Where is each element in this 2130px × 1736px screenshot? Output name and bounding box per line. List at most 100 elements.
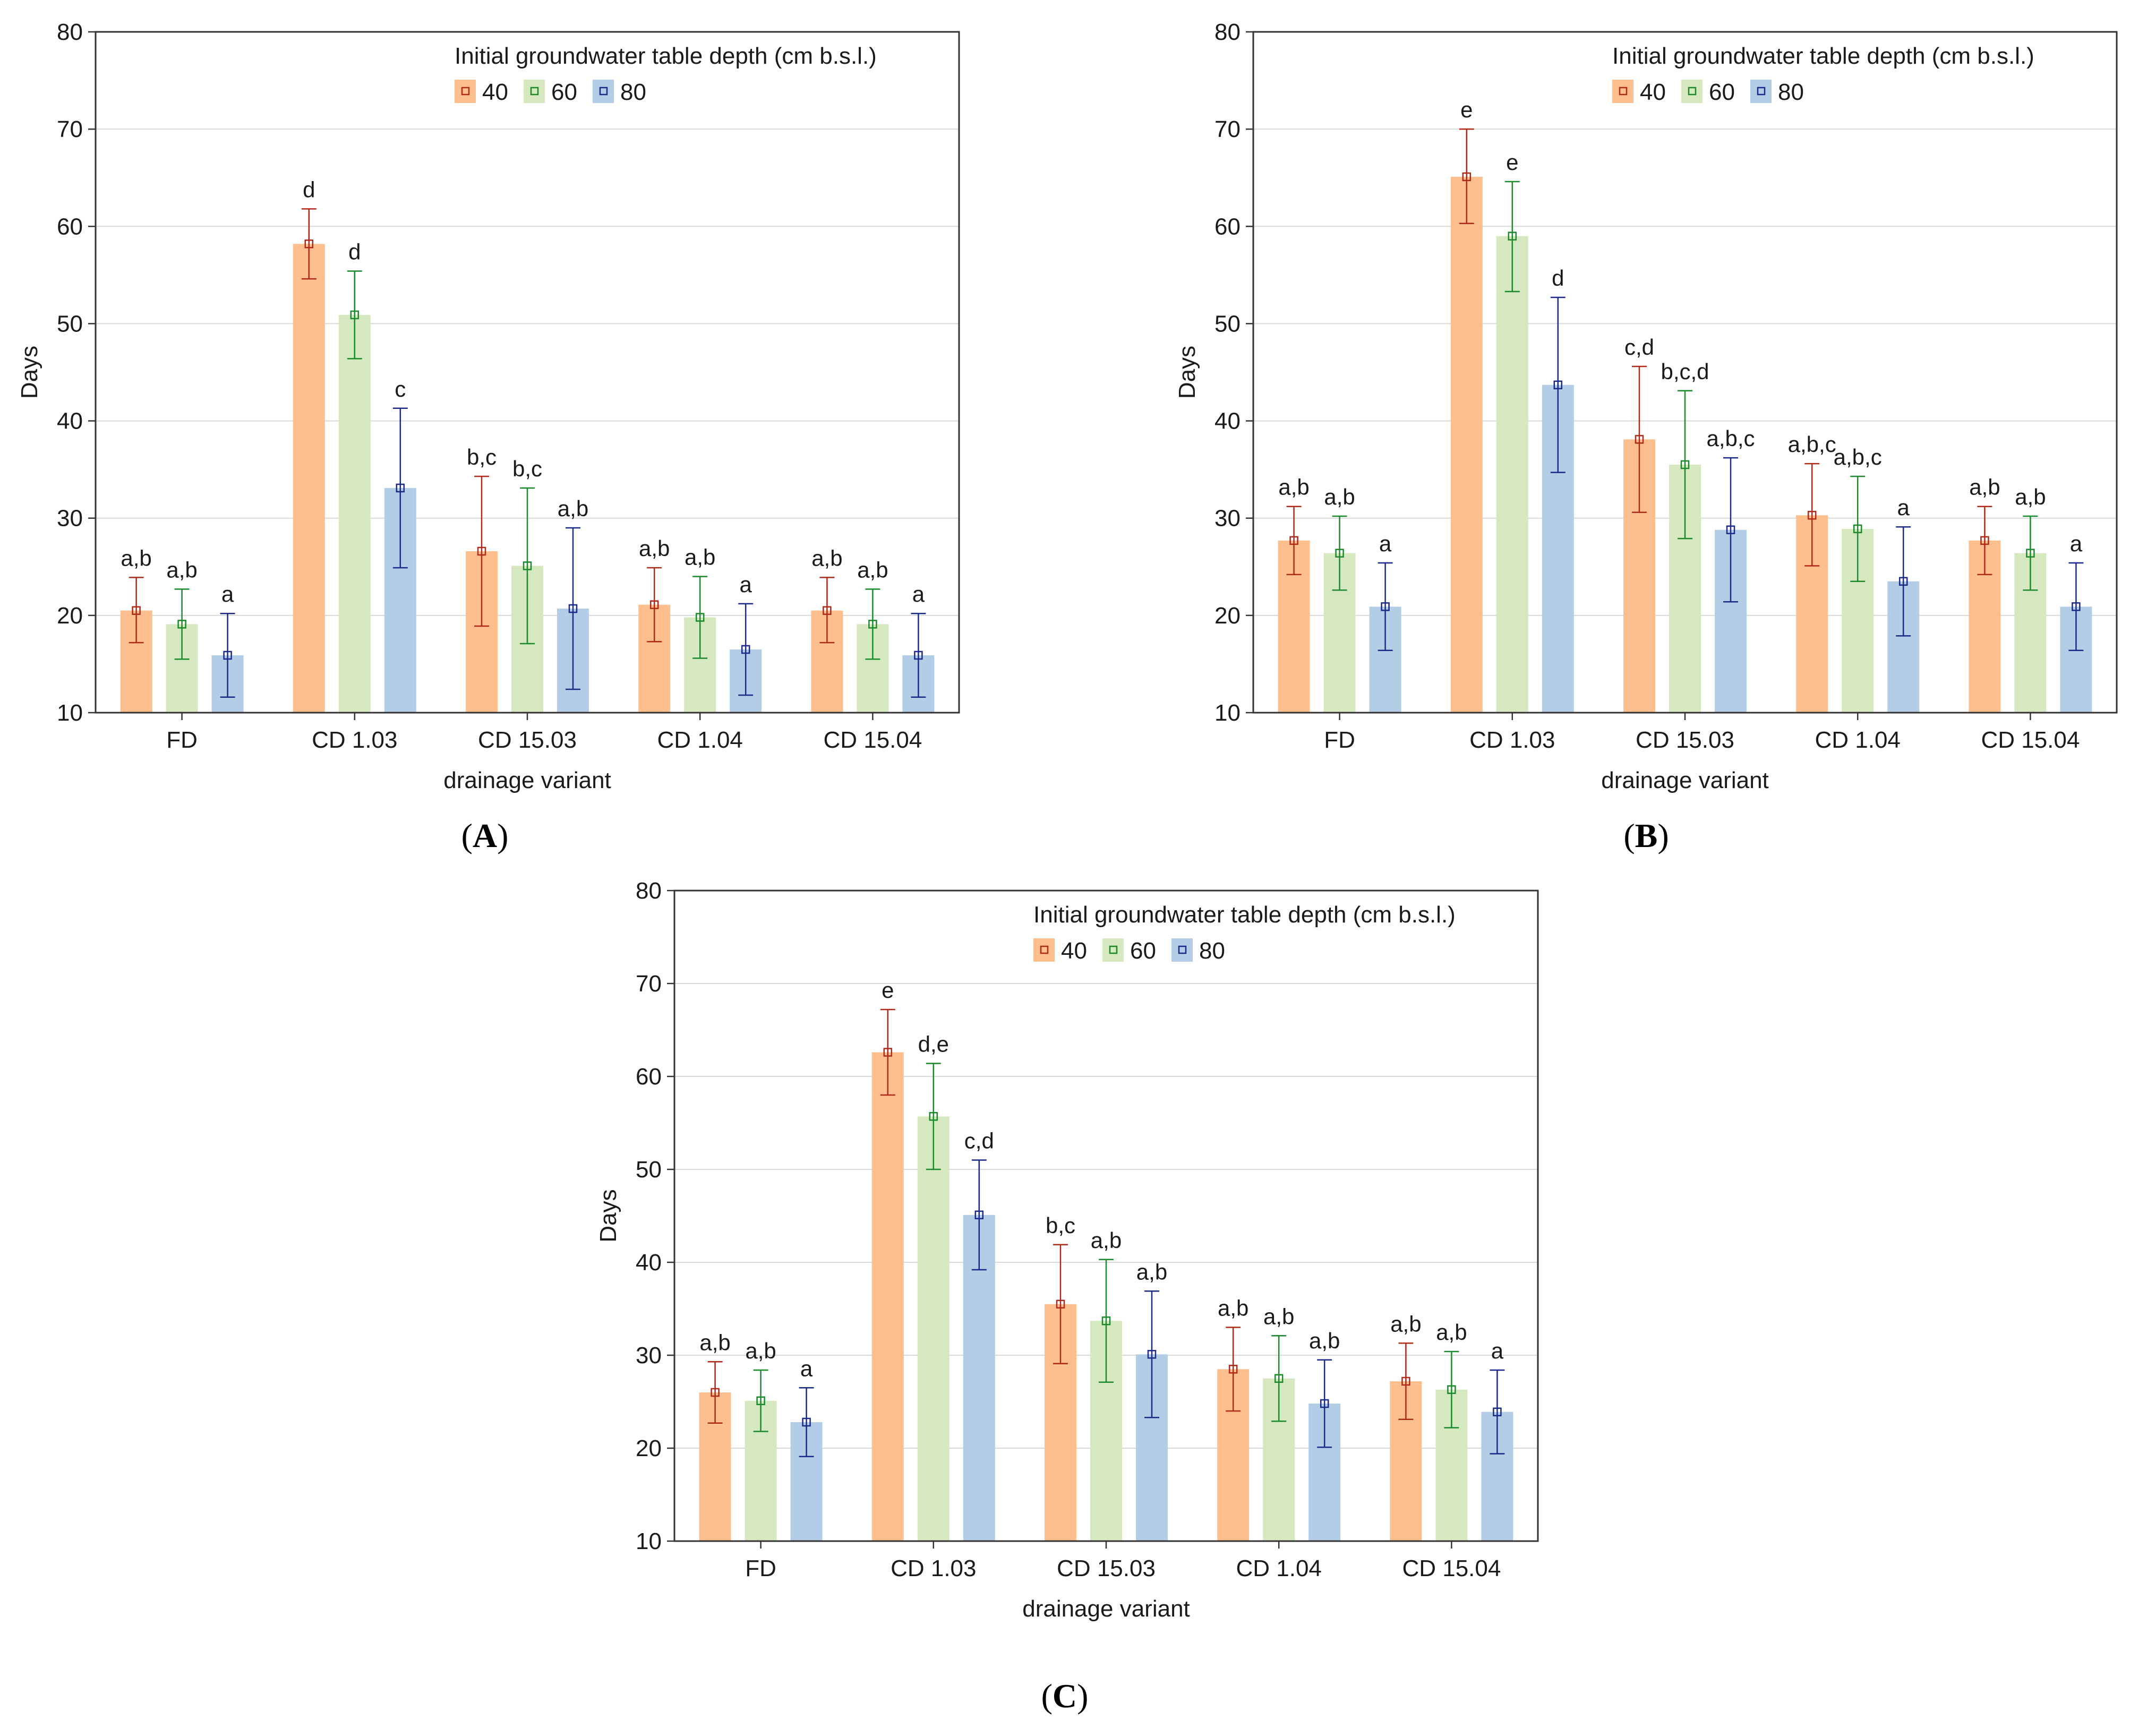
panel-label-open: ( (1623, 817, 1635, 854)
y-tick-label: 70 (1214, 116, 1241, 142)
significance-label: a,b (1309, 1328, 1340, 1353)
bar (338, 314, 371, 713)
significance-label: a (2070, 531, 2083, 556)
mean-point (974, 1210, 984, 1219)
mean-point (1289, 536, 1298, 545)
chart-panel-b: 10 20 30 40 50 60 70 80 a,b a,b a FD e e d CD 1.03 c,d b,… (1174, 19, 2118, 854)
y-tick-label: 20 (57, 603, 83, 629)
significance-label: a,b (745, 1338, 776, 1363)
x-tick-label: CD 1.03 (1469, 727, 1555, 753)
significance-label: d (303, 177, 315, 202)
mean-point (1335, 549, 1344, 558)
y-tick-label: 30 (1214, 506, 1241, 532)
mean-point (396, 483, 405, 493)
bar (1450, 176, 1483, 713)
x-axis-title: drainage variant (1601, 767, 1769, 793)
legend-marker (1178, 945, 1187, 954)
legend-swatch (1750, 80, 1772, 103)
significance-label: b,c (1046, 1213, 1075, 1238)
significance-label: a,b,c (1788, 432, 1836, 457)
significance-label: a,b (1136, 1259, 1167, 1284)
legend-swatch (1681, 80, 1703, 103)
legend-label: 60 (551, 79, 577, 105)
significance-label: a (800, 1356, 813, 1381)
panel-label-open: ( (461, 817, 473, 854)
mean-point (350, 310, 360, 320)
mean-point (1493, 1407, 1502, 1416)
mean-point (304, 240, 314, 249)
panel-label-close: ) (497, 817, 508, 854)
mean-point (914, 651, 923, 660)
significance-label: a,b (1390, 1311, 1421, 1336)
significance-label: d (348, 240, 361, 264)
significance-label: e (882, 978, 894, 1003)
y-tick-label: 50 (636, 1157, 662, 1183)
x-tick-label: CD 15.03 (1636, 727, 1734, 753)
mean-point (1056, 1299, 1065, 1309)
y-axis-title: Days (1174, 346, 1200, 399)
y-axis-title: Days (16, 346, 42, 399)
mean-point (929, 1112, 938, 1121)
x-tick-label: CD 15.04 (823, 727, 922, 753)
legend-label: 80 (1778, 79, 1804, 105)
significance-label: a (1491, 1338, 1504, 1363)
significance-label: a,b (639, 536, 670, 561)
y-tick-label: 10 (636, 1528, 662, 1554)
bar (293, 244, 325, 713)
y-tick-label: 50 (57, 311, 83, 337)
bar (871, 1052, 904, 1541)
y-tick-label: 40 (1214, 408, 1241, 434)
legend-marker (461, 87, 470, 96)
x-tick-label: FD (745, 1555, 776, 1581)
significance-label: c,d (964, 1128, 994, 1153)
y-tick-label: 40 (636, 1250, 662, 1276)
mean-point (1228, 1365, 1238, 1374)
legend-label: 60 (1709, 79, 1735, 105)
bar (1496, 236, 1528, 713)
x-axis-title: drainage variant (443, 767, 611, 793)
mean-point (868, 620, 877, 629)
legend-swatch (524, 80, 545, 103)
y-tick-label: 60 (57, 213, 83, 240)
plot-frame (673, 890, 1539, 1542)
significance-label: a,b (2015, 484, 2046, 509)
significance-label: a,b (1324, 484, 1355, 509)
significance-label: d,e (918, 1032, 949, 1057)
y-tick-label: 20 (1214, 603, 1241, 629)
significance-label: a (912, 581, 925, 606)
legend-marker (1040, 945, 1049, 954)
legend-swatch (455, 80, 476, 103)
x-tick-label: FD (166, 727, 198, 753)
x-tick-label: CD 15.04 (1402, 1555, 1501, 1581)
legend-label: 40 (482, 79, 508, 105)
mean-point (223, 651, 232, 660)
chart-panel-c: 10 20 30 40 50 60 70 80 a,b a,b a FD e d,e c,d CD 1.03 b… (595, 878, 1539, 1715)
mean-point (477, 546, 486, 556)
panel-label-close: ) (1657, 817, 1669, 854)
significance-label: a,b (811, 545, 842, 570)
x-tick-label: CD 1.03 (891, 1555, 976, 1581)
panel-label-letter: B (1635, 817, 1658, 854)
y-tick-label: 30 (57, 506, 83, 532)
significance-label: c,d (1624, 335, 1654, 360)
y-tick-label: 70 (636, 971, 662, 997)
legend-title: Initial groundwater table depth (cm b.s.… (1612, 43, 2034, 69)
x-tick-label: FD (1324, 727, 1355, 753)
significance-label: a,b (121, 545, 151, 570)
mean-point (1381, 602, 1390, 611)
mean-point (802, 1417, 811, 1427)
significance-label: a,b (1218, 1296, 1248, 1321)
mean-point (1807, 510, 1817, 520)
legend-label: 60 (1130, 938, 1156, 964)
y-tick-label: 70 (57, 116, 83, 142)
legend-label: 80 (1199, 938, 1225, 964)
legend-label: 80 (620, 79, 646, 105)
y-tick-label: 50 (1214, 311, 1241, 337)
legend-swatch (1102, 938, 1124, 962)
panel-label: (B) (1623, 817, 1669, 854)
mean-point (1980, 536, 1989, 545)
significance-label: a,b (558, 496, 588, 521)
panel-label-letter: A (473, 817, 497, 854)
mean-point (1401, 1376, 1410, 1386)
